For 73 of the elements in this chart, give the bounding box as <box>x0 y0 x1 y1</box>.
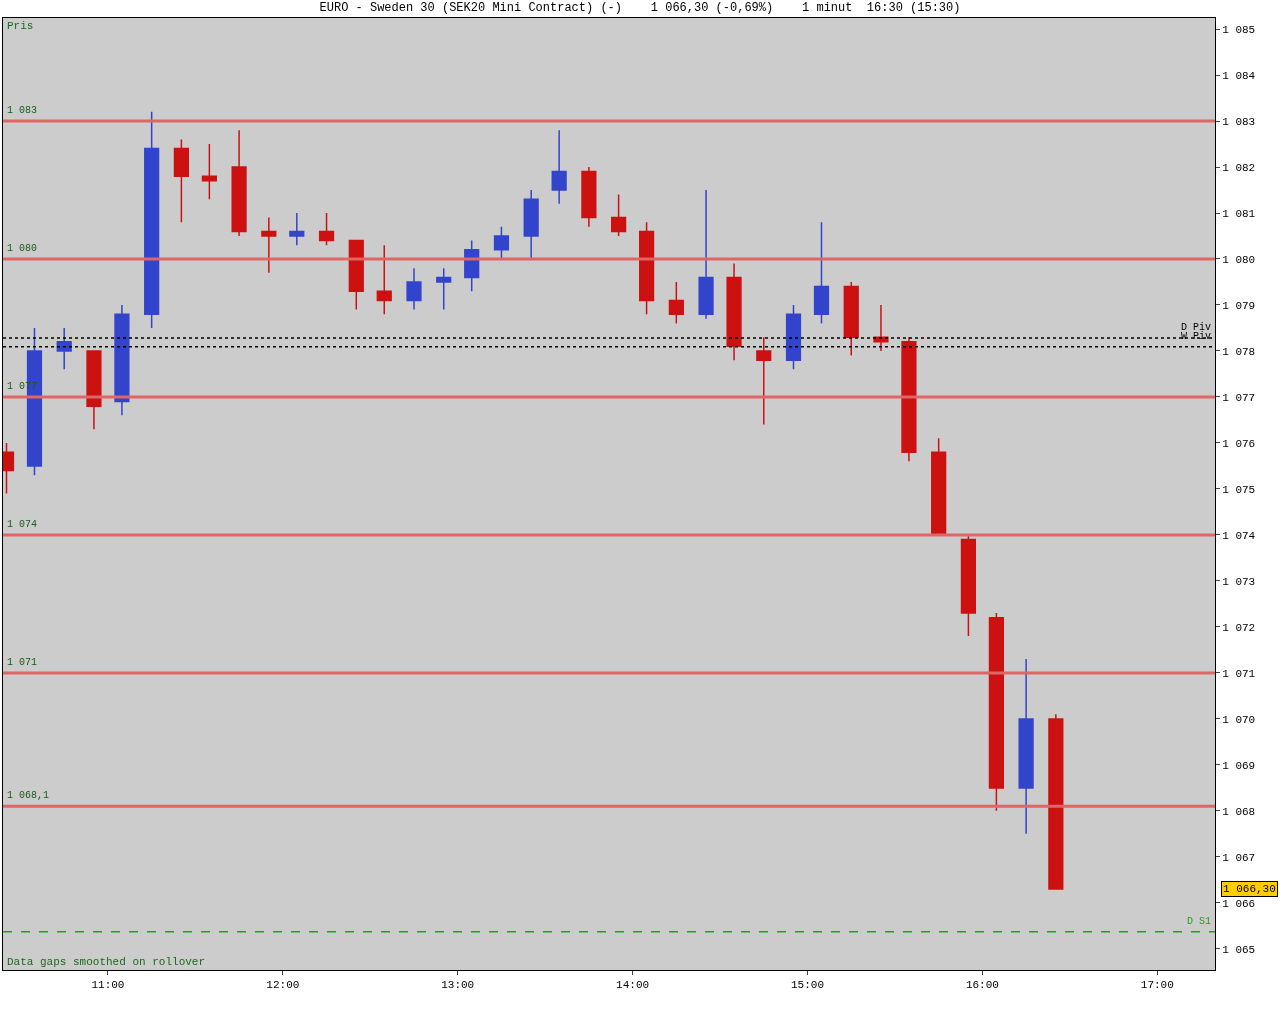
ref-line-label: 1 068,1 <box>7 790 50 801</box>
y-tick-label: 1 071 <box>1222 667 1256 680</box>
annotation: Pris <box>7 20 34 32</box>
candlestick <box>289 212 305 246</box>
y-tick-label: 1 069 <box>1222 759 1256 772</box>
candlestick <box>639 221 655 315</box>
candlestick <box>173 138 189 223</box>
candlestick <box>813 221 830 325</box>
candlestick <box>436 267 452 311</box>
x-tick-label: 14:00 <box>616 979 650 992</box>
candlestick <box>1048 713 1064 890</box>
y-tick-label: 1 081 <box>1222 207 1256 220</box>
y-tick-label: 1 078 <box>1222 345 1256 358</box>
y-tick-label: 1 067 <box>1222 851 1256 864</box>
candlestick <box>523 189 539 260</box>
candlestick <box>1018 658 1034 835</box>
ref-line-label: 1 083 <box>7 105 38 116</box>
candlestick <box>261 216 277 274</box>
candlestick <box>873 304 889 352</box>
candlestick <box>668 281 684 325</box>
candlestick <box>348 239 364 311</box>
y-tick-label: 1 076 <box>1222 437 1256 450</box>
text: 1 066,30 <box>1223 883 1276 895</box>
x-tick-label: 13:00 <box>441 979 475 992</box>
candlestick <box>376 244 392 315</box>
x-tick-label: 11:00 <box>91 979 125 992</box>
ref-line-label: W Piv <box>1181 331 1212 342</box>
candlestick <box>931 437 947 536</box>
candlestick <box>406 267 422 311</box>
y-tick-label: 1 077 <box>1222 391 1256 404</box>
ref-line-label: 1 071 <box>7 657 38 668</box>
y-tick-label: 1 080 <box>1222 253 1256 266</box>
candlestick <box>318 212 335 246</box>
candlestick <box>114 304 130 417</box>
candlestick <box>56 327 72 371</box>
ref-line-label: D S1 <box>1187 916 1212 927</box>
candlestick <box>843 281 859 357</box>
candlestick <box>785 304 802 371</box>
y-tick-label: 1 066 <box>1222 897 1256 910</box>
ref-line-label: 1 074 <box>7 519 38 530</box>
y-tick-label: 1 073 <box>1222 575 1256 588</box>
candlestick <box>611 193 627 237</box>
candlestick <box>231 129 247 237</box>
x-tick-label: 16:00 <box>965 979 999 992</box>
y-tick-label: 1 068 <box>1222 805 1256 818</box>
annotation: Data gaps smoothed on rollover <box>7 956 206 968</box>
y-tick-label: 1 083 <box>1222 115 1256 128</box>
y-tick-label: 1 079 <box>1222 299 1256 312</box>
y-tick-label: 1 085 <box>1222 23 1256 36</box>
y-tick-label: 1 084 <box>1222 69 1256 82</box>
candlestick <box>581 166 597 228</box>
x-tick-label: 12:00 <box>266 979 300 992</box>
candlestick <box>960 534 977 637</box>
candlestick <box>698 189 714 320</box>
y-tick-label: 1 070 <box>1222 713 1256 726</box>
y-tick-label: 1 074 <box>1222 529 1256 542</box>
ref-line-label: 1 080 <box>7 243 38 254</box>
candlestick <box>551 129 567 205</box>
x-tick-label: 17:00 <box>1140 979 1174 992</box>
candlestick <box>726 262 742 361</box>
candlestick <box>493 226 510 260</box>
y-tick-label: 1 072 <box>1222 621 1256 634</box>
candlestick <box>901 336 917 463</box>
candlestick <box>201 143 217 200</box>
chart-title: EURO - Sweden 30 (SEK20 Mini Contract) (-) 1 066,30 (-0,69%) 1 minut 16:30 (15:30) <box>319 1 961 16</box>
y-tick-label: 1 082 <box>1222 161 1256 174</box>
candlestick <box>144 111 160 329</box>
y-tick-label: 1 075 <box>1222 483 1256 496</box>
y-tick-label: 1 065 <box>1222 943 1256 956</box>
candlestick <box>988 612 1004 812</box>
x-tick-label: 15:00 <box>790 979 825 992</box>
candlestick <box>756 336 772 426</box>
candlestick <box>86 350 102 430</box>
